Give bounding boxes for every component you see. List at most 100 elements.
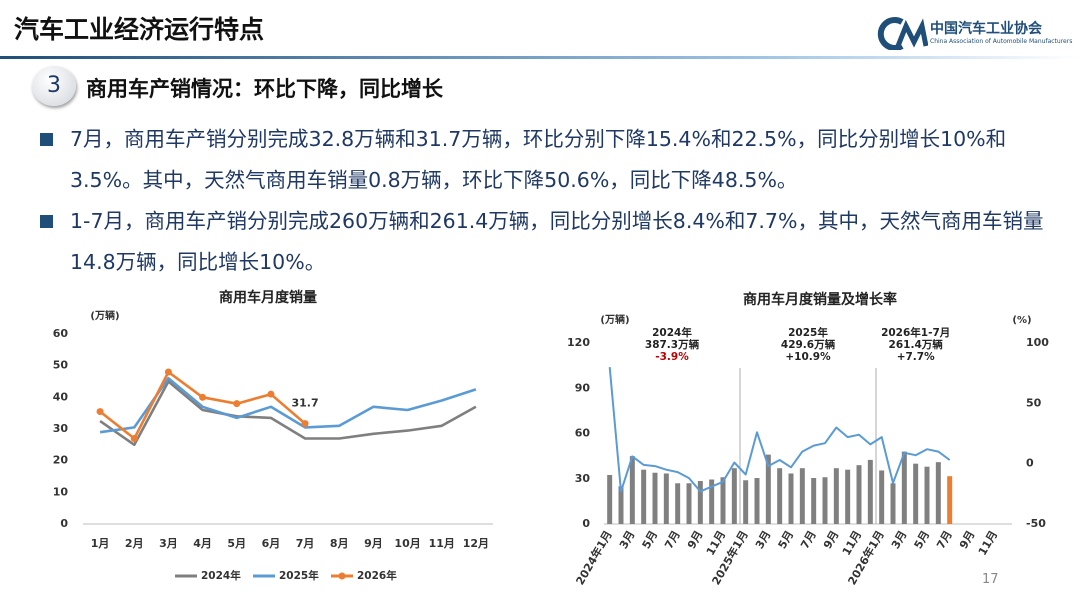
y-tick-label: 30 — [53, 422, 69, 435]
annotation: 2026年1-7月 — [881, 326, 950, 339]
annotation: 261.4万辆 — [889, 338, 944, 351]
x-tick-label: 7月 — [662, 529, 683, 552]
logo-mark — [877, 17, 929, 51]
x-tick-label: 9月 — [821, 529, 842, 552]
series-line — [608, 367, 951, 493]
bar — [731, 468, 737, 524]
legend-label: 2024年 — [201, 569, 241, 582]
x-tick-label: 1月 — [91, 537, 110, 550]
bar — [720, 477, 726, 524]
y-axis-label: (万辆) — [90, 309, 119, 322]
bar — [811, 477, 817, 524]
bar — [607, 474, 613, 524]
y-axis-label: (万辆) — [600, 313, 629, 326]
y2-tick-label: 100 — [1026, 336, 1049, 349]
point — [199, 393, 207, 401]
legend-label: 2026年 — [357, 569, 397, 582]
bar — [765, 454, 771, 524]
bullet: 7月，商用车产销分别完成32.8万辆和31.7万辆，环比分别下降15.4%和22… — [40, 119, 1055, 201]
x-tick-label: 9月 — [685, 529, 706, 552]
bar — [856, 465, 862, 524]
point — [96, 408, 104, 416]
legend-label: 2025年 — [279, 569, 319, 582]
y-tick-label: 40 — [53, 390, 69, 403]
x-tick-label: 3月 — [159, 537, 178, 550]
x-tick-label: 8月 — [330, 537, 349, 550]
series-line — [99, 380, 477, 447]
bar — [697, 481, 703, 524]
bar — [867, 459, 873, 524]
bar — [754, 477, 760, 524]
x-tick-label: 3月 — [753, 529, 774, 552]
bar — [788, 473, 794, 524]
annotation: 2025年 — [788, 326, 828, 339]
y2-tick-label: 0 — [1026, 457, 1034, 470]
x-tick-label: 11月 — [429, 537, 455, 550]
bar — [879, 470, 885, 524]
y-tick-label: 0 — [582, 517, 590, 530]
bar — [641, 469, 647, 524]
slide-title: 汽车工业经济运行特点 — [14, 15, 265, 44]
header-rule — [0, 56, 1080, 59]
series-line — [99, 377, 477, 434]
data-label: 31.7 — [292, 397, 319, 410]
bar — [845, 469, 851, 524]
bar — [890, 483, 896, 524]
bar — [663, 473, 669, 524]
annotation: 429.6万辆 — [781, 338, 836, 351]
bar — [618, 486, 624, 524]
logo: 中国汽车工业协会 China Association of Automobile… — [876, 16, 1072, 51]
y2-axis-label: (%) — [1012, 315, 1031, 326]
x-tick-label: 2024年1月 — [573, 528, 615, 587]
annotation: -3.9% — [655, 351, 689, 363]
bar — [675, 483, 681, 524]
bullet: 1-7月，商用车产销分别完成260万辆和261.4万辆，同比分别增长8.4%和7… — [40, 201, 1055, 283]
y-tick-label: 60 — [575, 427, 591, 440]
logo-text: 中国汽车工业协会 — [930, 21, 1042, 37]
y-tick-label: 50 — [53, 359, 69, 372]
x-tick-label: 5月 — [776, 529, 797, 552]
y-tick-label: 30 — [575, 472, 591, 485]
bar — [652, 472, 658, 524]
point — [130, 435, 138, 442]
x-tick-label: 9月 — [957, 529, 978, 552]
x-tick-label: 5月 — [640, 529, 661, 552]
bar — [799, 468, 805, 524]
y-tick-label: 120 — [567, 336, 590, 349]
x-tick-label: 11月 — [976, 529, 1000, 558]
bar — [913, 463, 919, 524]
x-tick-label: 2月 — [125, 537, 144, 550]
legend-marker — [338, 572, 346, 580]
annotation: 387.3万辆 — [645, 338, 700, 351]
logo-subtext: China Association of Automobile Manufact… — [930, 38, 1073, 45]
x-tick-label: 3月 — [617, 529, 638, 552]
bar — [822, 477, 828, 524]
bar — [629, 456, 635, 524]
y-tick-label: 0 — [60, 517, 68, 530]
bar — [947, 476, 953, 524]
bar — [924, 466, 930, 524]
y2-tick-label: -50 — [1026, 517, 1046, 530]
point — [301, 420, 309, 428]
y-tick-label: 90 — [575, 381, 591, 394]
bar — [743, 480, 749, 524]
bar — [777, 468, 783, 524]
section-title: 商用车产销情况：环比下降，同比增长 — [86, 77, 443, 101]
x-tick-label: 9月 — [364, 537, 383, 550]
x-tick-label: 3月 — [889, 529, 910, 552]
x-tick-label: 7月 — [798, 529, 819, 552]
bar — [935, 462, 941, 524]
section-number: 3 — [32, 66, 76, 106]
chart-title: 商用车月度销量 — [219, 289, 317, 306]
chart-title: 商用车月度销量及增长率 — [743, 291, 897, 308]
x-tick-label: 7月 — [934, 529, 955, 552]
annotation: +7.7% — [897, 351, 935, 363]
point — [233, 400, 241, 408]
bar — [833, 468, 839, 524]
x-tick-label: 6月 — [262, 537, 281, 550]
point — [267, 390, 275, 398]
page-number: 17 — [982, 572, 999, 587]
point — [164, 368, 172, 376]
